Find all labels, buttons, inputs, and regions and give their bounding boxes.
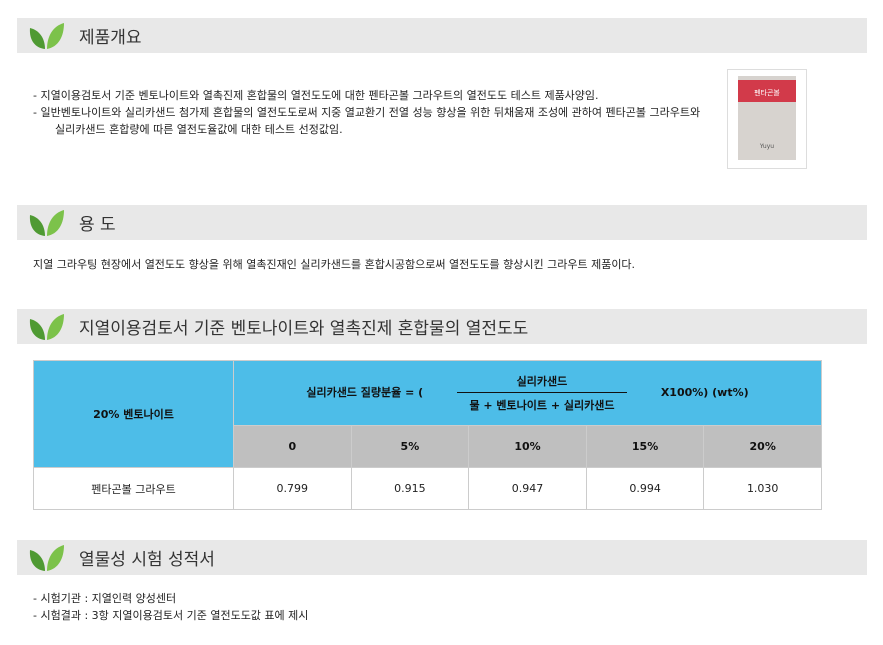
leaf-icon [29, 209, 64, 236]
product-image: 펜타곤볼 Yuyu [727, 69, 807, 169]
table-row: 펜타곤볼 그라우트 0.799 0.915 0.947 0.994 1.030 [33, 467, 822, 510]
section-header-overview: 제품개요 [17, 18, 867, 53]
column-header: 15% [585, 425, 705, 468]
section-title: 지열이용검토서 기준 벤토나이트와 열촉진제 혼합물의 열전도도 [79, 319, 529, 339]
row-label: 펜타곤볼 그라우트 [33, 467, 234, 510]
overview-line: - 일반벤토나이트와 실리카샌드 첨가제 혼합물의 열전도도로써 지중 열교환기… [33, 106, 701, 119]
section-title: 용 도 [79, 215, 116, 235]
cell: 1.030 [703, 467, 822, 510]
section-header-usage: 용 도 [17, 205, 867, 240]
section-header-test: 열물성 시험 성적서 [17, 540, 867, 575]
cell: 0.915 [350, 467, 470, 510]
formula-suffix: X100%) (wt%) [660, 386, 749, 399]
cell: 0.947 [468, 467, 587, 510]
cell: 0.994 [585, 467, 705, 510]
usage-text: 지열 그라우팅 현장에서 열전도도 향상을 위해 열촉진재인 실리카샌드를 혼합… [33, 258, 636, 271]
test-line: - 시험기관 : 지열인력 양성센터 [33, 592, 177, 605]
column-header: 5% [350, 425, 470, 468]
column-header: 20% [703, 425, 822, 468]
section-title: 열물성 시험 성적서 [79, 550, 215, 570]
svg-text:Yuyu: Yuyu [759, 143, 774, 150]
leaf-icon [29, 22, 64, 49]
leaf-icon [29, 544, 64, 571]
numerator: 실리카샌드 [456, 373, 627, 393]
column-header: 10% [468, 425, 587, 468]
leaf-icon [29, 313, 64, 340]
svg-text:펜타곤볼: 펜타곤볼 [754, 88, 780, 97]
test-text: - 시험기관 : 지열인력 양성센터 - 시험결과 : 3항 지열이용검토서 기… [33, 590, 308, 624]
overview-line: 실리카샌드 혼합량에 따른 열전도율값에 대한 테스트 선정값임. [33, 123, 343, 136]
row-header: 20% 벤토나이트 [33, 360, 234, 468]
column-header: 0 [233, 425, 352, 468]
denominator: 물 + 벤토나이트 + 실리카샌드 [469, 399, 615, 412]
cell: 0.799 [233, 467, 352, 510]
test-line: - 시험결과 : 3항 지열이용검토서 기준 열전도도값 표에 제시 [33, 609, 309, 622]
overview-line: - 지열이용검토서 기준 벤토나이트와 열촉진제 혼합물의 열전도도에 대한 펜… [33, 89, 599, 102]
formula-prefix: 실리카샌드 질량분율 = ( [306, 386, 424, 399]
section-header-conductivity: 지열이용검토서 기준 벤토나이트와 열촉진제 혼합물의 열전도도 [17, 309, 867, 344]
section-title: 제품개요 [79, 28, 142, 48]
overview-text: - 지열이용검토서 기준 벤토나이트와 열촉진제 혼합물의 열전도도에 대한 펜… [33, 87, 723, 138]
